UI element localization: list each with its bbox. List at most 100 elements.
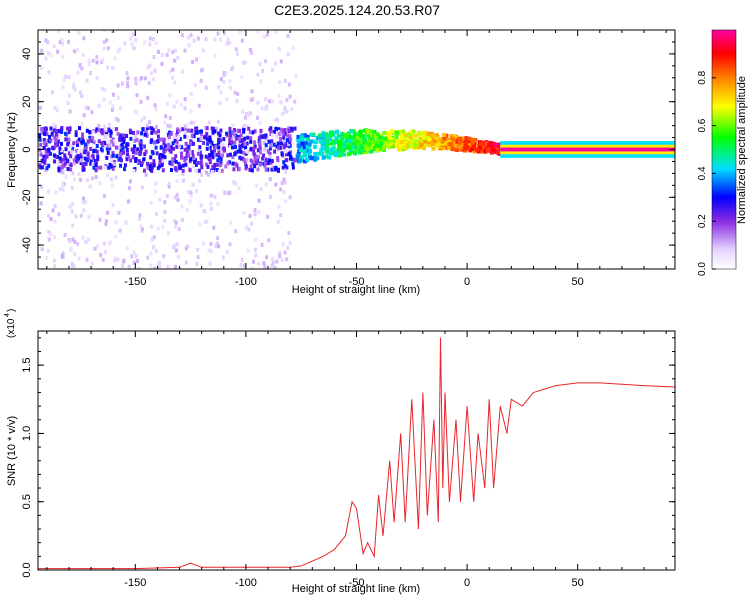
- heatmap-cell: [213, 53, 217, 58]
- heatmap-cell: [480, 149, 485, 154]
- heatmap-cell: [38, 133, 42, 138]
- heatmap-cell: [224, 164, 228, 169]
- heatmap-cell: [180, 69, 184, 74]
- heatmap-cell: [254, 247, 258, 252]
- heatmap-cell: [277, 93, 281, 98]
- heatmap-cell: [153, 189, 157, 194]
- heatmap-cell: [235, 51, 239, 56]
- heatmap-cell: [189, 190, 193, 195]
- heatmap-cell: [207, 248, 211, 253]
- heatmap-cell: [111, 203, 115, 208]
- heatmap-cell: [232, 128, 236, 133]
- heatmap-cell: [112, 162, 116, 167]
- heatmap-cell: [319, 148, 324, 153]
- heatmap-cell: [70, 185, 74, 190]
- heatmap-cell: [147, 80, 151, 85]
- heatmap-cell: [40, 48, 44, 53]
- heatmap-cell: [156, 134, 160, 139]
- heatmap-cell: [397, 147, 402, 152]
- heatmap-cell: [154, 130, 158, 135]
- heatmap-cell: [320, 140, 325, 145]
- heatmap-cell: [40, 247, 44, 252]
- colorbar-tick-label: 0.0: [697, 262, 708, 276]
- heatmap-cell: [267, 158, 271, 163]
- heatmap-cell: [188, 199, 192, 204]
- heatmap-cell: [60, 148, 64, 153]
- heatmap-cell: [175, 242, 179, 247]
- figure-title: C2E3.2025.124.20.53.R07: [274, 2, 440, 18]
- heatmap-cell: [355, 139, 360, 144]
- heatmap-cell: [137, 266, 141, 269]
- heatmap-cell: [148, 36, 152, 41]
- heatmap-cell: [437, 141, 442, 146]
- heatmap-cell: [450, 136, 455, 141]
- heatmap-cell: [174, 166, 178, 171]
- heatmap-cell: [49, 138, 53, 143]
- heatmap-cell: [271, 260, 275, 265]
- heatmap-cell: [420, 139, 425, 144]
- heatmap-cell: [149, 71, 153, 76]
- heatmap-cell: [241, 140, 245, 145]
- heatmap-cell: [262, 34, 266, 39]
- heatmap-cell: [46, 248, 50, 253]
- heatmap-cell: [401, 129, 406, 134]
- heatmap-cell: [96, 165, 100, 170]
- heatmap-cell: [196, 160, 200, 165]
- heatmap-cell: [323, 146, 328, 151]
- heatmap-cell: [238, 145, 242, 150]
- heatmap-cell: [255, 155, 259, 160]
- heatmap-cell: [173, 264, 177, 269]
- heatmap-cell: [276, 168, 280, 173]
- heatmap-cell: [270, 256, 274, 261]
- heatmap-cell: [228, 137, 232, 142]
- heatmap-cell: [250, 168, 254, 173]
- heatmap-cell: [228, 242, 232, 247]
- heatmap-cell: [293, 157, 297, 162]
- heatmap-cell: [209, 145, 213, 150]
- heatmap-cell: [191, 164, 195, 169]
- heatmap-cell: [54, 143, 58, 148]
- heatmap-cell: [373, 134, 378, 139]
- heatmap-cell: [211, 164, 215, 169]
- heatmap-cell: [184, 260, 188, 265]
- heatmap-cell: [140, 185, 144, 190]
- heatmap-cell: [296, 139, 301, 144]
- heatmap-cell: [126, 81, 130, 86]
- heatmap-cell: [162, 147, 166, 152]
- heatmap-cell: [162, 149, 166, 154]
- heatmap-cell: [238, 30, 242, 34]
- heatmap-cell: [167, 135, 171, 140]
- heatmap-cell: [278, 80, 282, 85]
- heatmap-cell: [421, 135, 426, 140]
- heatmap-cell: [118, 228, 122, 233]
- heatmap-cell: [125, 142, 129, 147]
- heatmap-cell: [66, 100, 70, 105]
- heatmap-cell: [130, 147, 134, 152]
- heatmap-cell: [87, 58, 91, 63]
- heatmap-cell: [270, 159, 274, 164]
- heatmap-cell: [166, 132, 170, 137]
- heatmap-cell: [228, 85, 232, 90]
- heatmap-cell: [258, 121, 262, 126]
- heatmap-cell: [97, 128, 101, 133]
- heatmap-cell: [434, 136, 439, 141]
- heatmap-cell: [100, 59, 104, 64]
- heatmap-cell: [251, 259, 255, 264]
- heatmap-cell: [145, 123, 149, 128]
- heatmap-cell: [101, 57, 105, 62]
- heatmap-cell: [40, 129, 44, 134]
- heatmap-cell: [110, 183, 114, 188]
- heatmap-cell: [202, 141, 206, 146]
- heatmap-cell: [137, 217, 141, 222]
- heatmap-cell: [253, 144, 257, 149]
- heatmap-cell: [114, 234, 118, 239]
- heatmap-cell: [296, 143, 301, 148]
- heatmap-cell: [42, 159, 46, 164]
- heatmap-cell: [81, 139, 85, 144]
- heatmap-cell: [267, 99, 271, 104]
- heatmap-cell: [229, 140, 233, 145]
- heatmap-cell: [126, 84, 130, 89]
- heatmap-cell: [155, 151, 159, 156]
- heatmap-cell: [101, 257, 105, 262]
- heatmap-cell: [181, 171, 185, 176]
